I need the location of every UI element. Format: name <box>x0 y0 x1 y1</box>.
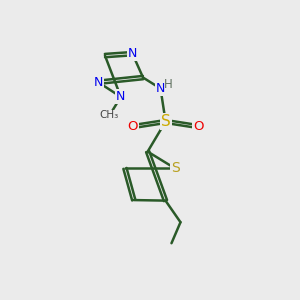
Text: S: S <box>161 114 170 129</box>
Text: H: H <box>164 78 172 91</box>
Text: N: N <box>94 76 103 89</box>
Text: N: N <box>116 90 125 104</box>
Text: CH₃: CH₃ <box>100 110 119 121</box>
Text: S: S <box>171 161 179 176</box>
Text: N: N <box>156 82 165 95</box>
Text: N: N <box>128 47 137 60</box>
Text: O: O <box>127 120 138 133</box>
Text: O: O <box>194 120 204 133</box>
